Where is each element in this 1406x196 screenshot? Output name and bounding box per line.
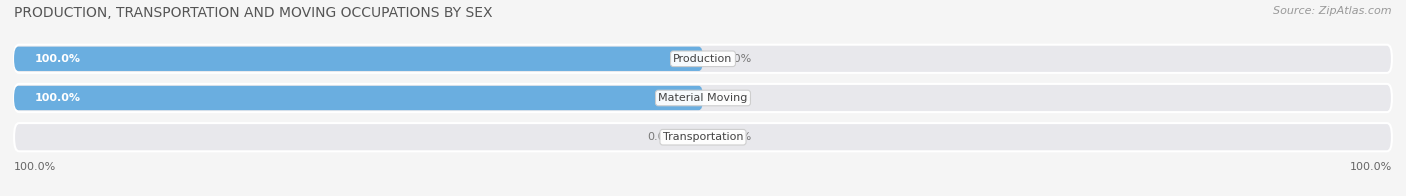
Text: Transportation: Transportation <box>662 132 744 142</box>
FancyBboxPatch shape <box>14 86 703 110</box>
FancyBboxPatch shape <box>14 45 1392 73</box>
FancyBboxPatch shape <box>14 47 703 71</box>
FancyBboxPatch shape <box>14 84 1392 112</box>
Text: 0.0%: 0.0% <box>724 93 752 103</box>
Text: 100.0%: 100.0% <box>35 93 80 103</box>
Text: Source: ZipAtlas.com: Source: ZipAtlas.com <box>1274 6 1392 16</box>
Text: PRODUCTION, TRANSPORTATION AND MOVING OCCUPATIONS BY SEX: PRODUCTION, TRANSPORTATION AND MOVING OC… <box>14 6 492 20</box>
Text: 0.0%: 0.0% <box>647 132 675 142</box>
Text: 100.0%: 100.0% <box>14 162 56 172</box>
Text: 0.0%: 0.0% <box>724 132 752 142</box>
Text: 100.0%: 100.0% <box>35 54 80 64</box>
FancyBboxPatch shape <box>14 123 1392 151</box>
Text: 0.0%: 0.0% <box>724 54 752 64</box>
Text: 100.0%: 100.0% <box>1350 162 1392 172</box>
Text: Production: Production <box>673 54 733 64</box>
Text: Material Moving: Material Moving <box>658 93 748 103</box>
